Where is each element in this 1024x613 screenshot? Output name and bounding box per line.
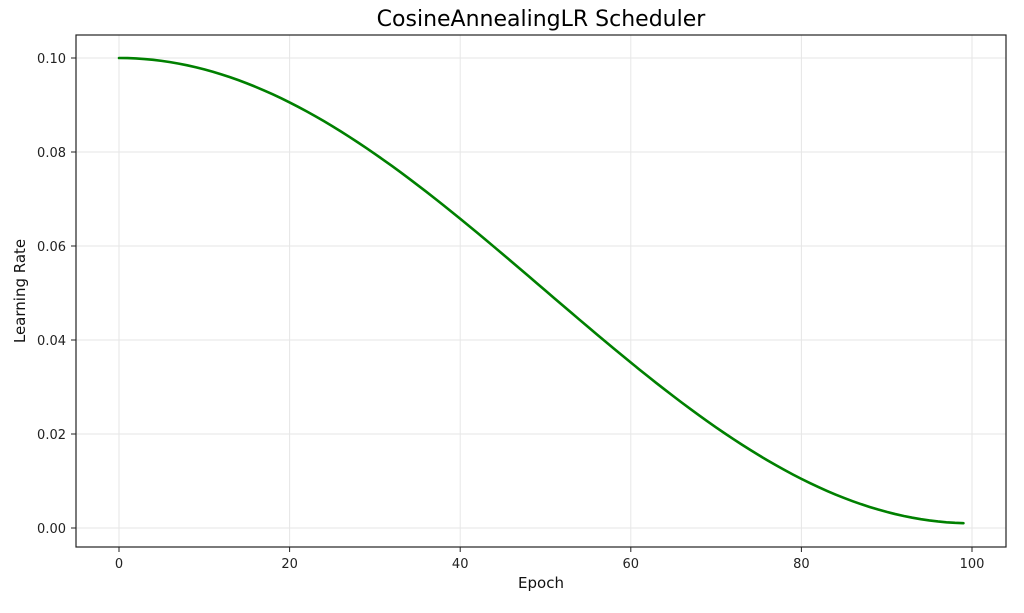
y-tick-label: 0.06 bbox=[37, 240, 66, 255]
ticks: 0 20 40 60 80 100 0.00 0.02 0.04 0.06 0.08 0.10 bbox=[37, 52, 984, 572]
lr-curve bbox=[117, 56, 965, 525]
x-tick-label: 100 bbox=[960, 557, 985, 572]
grid bbox=[76, 35, 1006, 547]
x-tick-label: 40 bbox=[452, 557, 469, 572]
y-tick-label: 0.02 bbox=[37, 428, 66, 443]
chart-title: CosineAnnealingLR Scheduler bbox=[377, 7, 707, 32]
plot-frame bbox=[75, 34, 1007, 548]
x-tick-label: 60 bbox=[623, 557, 640, 572]
y-tick-label: 0.00 bbox=[37, 522, 66, 537]
y-tick-label: 0.10 bbox=[37, 52, 66, 67]
x-tick-label: 0 bbox=[115, 557, 123, 572]
data-series bbox=[117, 56, 965, 525]
x-tick-label: 80 bbox=[793, 557, 810, 572]
y-tick-label: 0.04 bbox=[37, 334, 66, 349]
y-tick-label: 0.08 bbox=[37, 146, 66, 161]
y-axis-label: Learning Rate bbox=[11, 239, 29, 343]
x-axis-label: Epoch bbox=[518, 574, 564, 592]
x-tick-label: 20 bbox=[281, 557, 298, 572]
